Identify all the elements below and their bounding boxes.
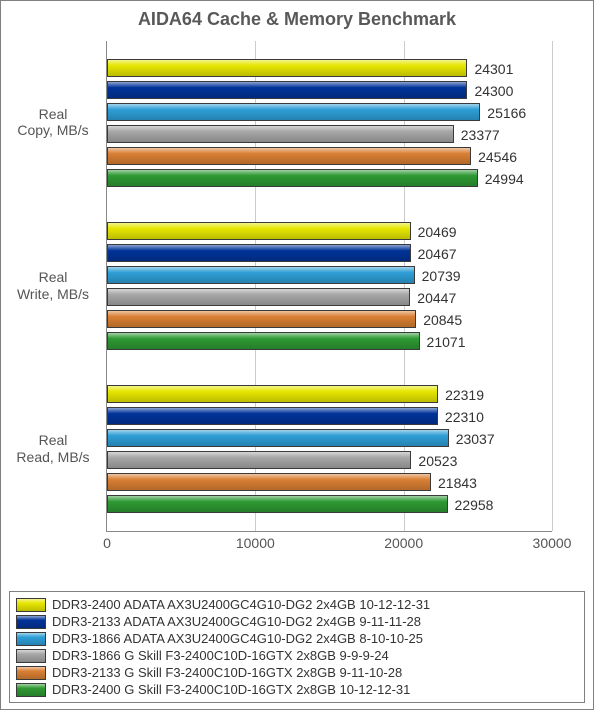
y-category-label: RealRead, MB/s (8, 432, 98, 466)
bar-value-label: 20845 (415, 311, 462, 329)
bar-row: 20845 (107, 310, 552, 328)
legend-swatch (16, 666, 46, 680)
bar: 24300 (107, 81, 467, 99)
bar: 24301 (107, 59, 467, 77)
x-tick-label: 0 (103, 531, 111, 551)
bar-group: 204692046720739204472084521071 (107, 222, 552, 354)
bar: 20447 (107, 288, 410, 306)
bar: 20523 (107, 451, 411, 469)
bar-row: 20467 (107, 244, 552, 262)
x-tick-label: 20000 (384, 531, 423, 551)
bar-value-label: 20447 (409, 289, 456, 307)
y-category-label-line: Real (8, 106, 98, 123)
legend: DDR3-2400 ADATA AX3U2400GC4G10-DG2 2x4GB… (9, 591, 585, 703)
bar-row: 23377 (107, 125, 552, 143)
bar-row: 21071 (107, 332, 552, 350)
bar-row: 20447 (107, 288, 552, 306)
bar: 22319 (107, 385, 438, 403)
x-tick-label: 10000 (236, 531, 275, 551)
legend-label: DDR3-2400 ADATA AX3U2400GC4G10-DG2 2x4GB… (52, 597, 430, 612)
bar: 24546 (107, 147, 471, 165)
bar-value-label: 24300 (466, 82, 513, 100)
y-category-label: RealCopy, MB/s (8, 106, 98, 140)
legend-swatch (16, 615, 46, 629)
bar-value-label: 22319 (437, 386, 484, 404)
y-category-label-line: Write, MB/s (8, 286, 98, 303)
bar-value-label: 24546 (470, 148, 517, 166)
legend-item: DDR3-2400 G Skill F3-2400C10D-16GTX 2x8G… (16, 681, 578, 698)
bar: 23037 (107, 429, 449, 447)
legend-item: DDR3-2133 ADATA AX3U2400GC4G10-DG2 2x4GB… (16, 613, 578, 630)
bar-row: 24546 (107, 147, 552, 165)
bar-value-label: 20523 (410, 452, 457, 470)
bar-value-label: 22958 (447, 496, 494, 514)
bar-group: 22319 22310 23037 20523 21843 22958 (107, 385, 552, 517)
bar-row: 23037 (107, 429, 552, 447)
bar-row: 22958 (107, 495, 552, 513)
bar-value-label: 23037 (448, 430, 495, 448)
bar: 22310 (107, 407, 438, 425)
legend-swatch (16, 683, 46, 697)
y-category-label-line: Real (8, 269, 98, 286)
bar-value-label: 20469 (410, 223, 457, 241)
bar-value-label: 25166 (479, 104, 526, 122)
bar-row: 24301 (107, 59, 552, 77)
bar-row: 21843 (107, 473, 552, 491)
legend-label: DDR3-2400 G Skill F3-2400C10D-16GTX 2x8G… (52, 682, 410, 697)
bar: 23377 (107, 125, 454, 143)
legend-swatch (16, 632, 46, 646)
bar-row: 24994 (107, 169, 552, 187)
bar-value-label: 21071 (419, 333, 466, 351)
bar-value-label: 24994 (477, 170, 524, 188)
plot-area: 0100002000030000243012430025166233772454… (106, 41, 552, 532)
bar-value-label: 21843 (430, 474, 477, 492)
legend-label: DDR3-2133 ADATA AX3U2400GC4G10-DG2 2x4GB… (52, 614, 421, 629)
y-category-label-line: Copy, MB/s (8, 122, 98, 139)
bar-group: 24301 24300 25166 23377 24546 24994 (107, 59, 552, 191)
legend-label: DDR3-2133 G Skill F3-2400C10D-16GTX 2x8G… (52, 665, 402, 680)
legend-item: DDR3-1866 ADATA AX3U2400GC4G10-DG2 2x4GB… (16, 630, 578, 647)
y-category-label: RealWrite, MB/s (8, 269, 98, 303)
bar-value-label: 20739 (414, 267, 461, 285)
bar-value-label: 20467 (410, 245, 457, 263)
chart-container: AIDA64 Cache & Memory Benchmark 0 10000 20… (0, 0, 594, 710)
legend-swatch (16, 598, 46, 612)
legend-item: DDR3-1866 G Skill F3-2400C10D-16GTX 2x8G… (16, 647, 578, 664)
bar: 20845 (107, 310, 416, 328)
gridline (552, 41, 553, 531)
bar-row: 22310 (107, 407, 552, 425)
chart-title: AIDA64 Cache & Memory Benchmark (1, 1, 593, 30)
bar-row: 25166 (107, 103, 552, 121)
legend-label: DDR3-1866 ADATA AX3U2400GC4G10-DG2 2x4GB… (52, 631, 423, 646)
bar: 24994 (107, 169, 478, 187)
bar-value-label: 22310 (437, 408, 484, 426)
legend-item: DDR3-2400 ADATA AX3U2400GC4G10-DG2 2x4GB… (16, 596, 578, 613)
legend-item: DDR3-2133 G Skill F3-2400C10D-16GTX 2x8G… (16, 664, 578, 681)
y-category-label-line: Read, MB/s (8, 449, 98, 466)
bar-row: 20523 (107, 451, 552, 469)
bar: 20469 (107, 222, 411, 240)
bar-row: 20739 (107, 266, 552, 284)
bar: 20739 (107, 266, 415, 284)
bar: 21071 (107, 332, 420, 350)
x-tick-label: 30000 (533, 531, 572, 551)
bar: 20467 (107, 244, 411, 262)
bar-value-label: 23377 (453, 126, 500, 144)
y-category-label-line: Real (8, 432, 98, 449)
bar: 22958 (107, 495, 448, 513)
bar-row: 22319 (107, 385, 552, 403)
bar-row: 24300 (107, 81, 552, 99)
legend-label: DDR3-1866 G Skill F3-2400C10D-16GTX 2x8G… (52, 648, 389, 663)
bar: 25166 (107, 103, 480, 121)
legend-swatch (16, 649, 46, 663)
bar-row: 20469 (107, 222, 552, 240)
bar: 21843 (107, 473, 431, 491)
bar-value-label: 24301 (466, 60, 513, 78)
